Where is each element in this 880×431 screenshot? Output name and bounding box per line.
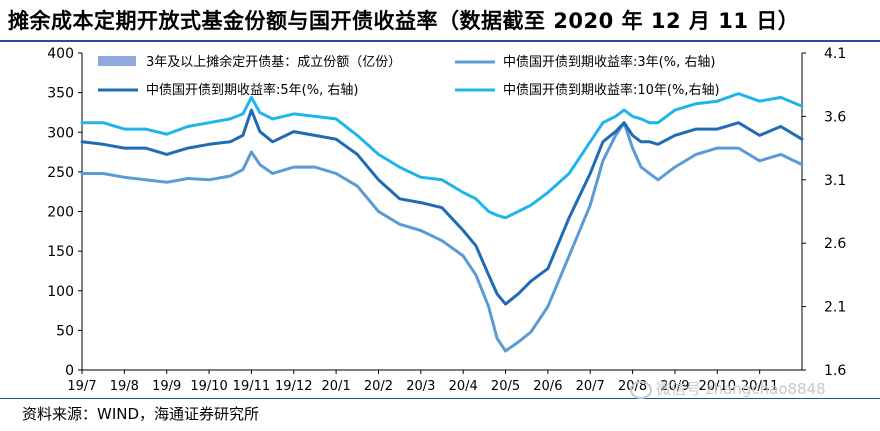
series-line bbox=[80, 108, 804, 306]
chart-axes: 0 50 100 150 200 250 300 350 400 1.6 2.1 2.6 3.1 3.6 4… bbox=[47, 46, 846, 394]
x-tick-label: 20/11 bbox=[741, 379, 778, 394]
x-tick-label: 20/2 bbox=[364, 379, 393, 394]
watermark-text: 微信号 zhangchao8848 bbox=[656, 380, 826, 398]
right-tick-label: 2.6 bbox=[824, 236, 846, 252]
source-note: 资料来源：WIND，海通证券研究所 bbox=[22, 405, 260, 423]
right-tick-label: 3.6 bbox=[824, 109, 846, 125]
x-tick-label: 20/6 bbox=[533, 379, 562, 394]
x-tick-label: 20/3 bbox=[406, 379, 435, 394]
legend-label: 中债国开债到期收益率:3年(%, 右轴) bbox=[503, 54, 715, 70]
x-tick-label: 19/12 bbox=[275, 379, 312, 394]
x-tick-label: 20/1 bbox=[322, 379, 351, 394]
chart-legend: 3年及以上摊余定开债基：成立份额（亿份） 中债国开债到期收益率:3年(%, 右轴)… bbox=[98, 54, 720, 98]
left-tick-label: 100 bbox=[47, 284, 74, 300]
legend-label: 中债国开债到期收益率:10年(%,右轴) bbox=[503, 82, 720, 98]
legend-swatch bbox=[98, 56, 136, 66]
x-tick-label: 19/10 bbox=[190, 379, 227, 394]
series-line bbox=[80, 92, 804, 220]
left-tick-label: 0 bbox=[65, 363, 74, 379]
title-divider bbox=[0, 40, 880, 42]
x-tick-label: 20/4 bbox=[449, 379, 478, 394]
series-line bbox=[80, 121, 804, 353]
x-tick-label: 19/7 bbox=[67, 379, 96, 394]
left-tick-label: 50 bbox=[56, 323, 74, 339]
legend-label: 3年及以上摊余定开债基：成立份额（亿份） bbox=[146, 54, 401, 70]
x-tick-label: 20/7 bbox=[576, 379, 605, 394]
footer-divider bbox=[0, 398, 880, 399]
legend-label: 中债国开债到期收益率:5年(%, 右轴) bbox=[146, 82, 358, 98]
right-tick-label: 3.1 bbox=[824, 173, 846, 189]
x-tick-label: 19/11 bbox=[233, 379, 270, 394]
page-title: 摊余成本定期开放式基金份额与国开债收益率（数据截至 2020 年 12 月 11… bbox=[8, 9, 800, 33]
x-tick-label: 20/10 bbox=[699, 379, 736, 394]
wechat-icon bbox=[630, 380, 652, 399]
watermark: 微信号 zhangchao8848 bbox=[630, 378, 826, 399]
x-tick-label: 19/9 bbox=[152, 379, 181, 394]
left-tick-label: 200 bbox=[47, 205, 74, 221]
x-tick-label: 20/5 bbox=[491, 379, 520, 394]
left-tick-label: 150 bbox=[47, 244, 74, 260]
left-tick-label: 300 bbox=[47, 125, 74, 141]
left-tick-label: 250 bbox=[47, 165, 74, 181]
chart-lines bbox=[80, 92, 804, 353]
right-tick-label: 2.1 bbox=[824, 300, 846, 316]
right-tick-label: 4.1 bbox=[824, 46, 846, 62]
left-tick-label: 350 bbox=[47, 86, 74, 102]
x-tick-label: 19/8 bbox=[110, 379, 139, 394]
right-tick-label: 1.6 bbox=[824, 363, 846, 379]
x-tick-label: 20/9 bbox=[660, 379, 689, 394]
left-tick-label: 400 bbox=[47, 46, 74, 62]
